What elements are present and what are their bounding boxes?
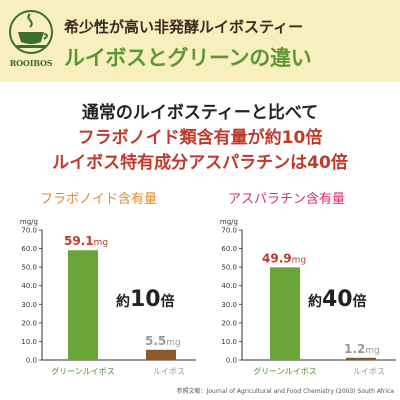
y-tick-label: 70.0 (21, 227, 37, 235)
y-tick-label: 60.0 (221, 245, 237, 253)
teacup-icon (9, 10, 53, 54)
y-tick-label: 30.0 (221, 301, 237, 309)
y-tick-label: 10.0 (21, 338, 37, 346)
y-tick-label: 60.0 (21, 245, 37, 253)
bar-green-rooibos (68, 250, 98, 360)
banner-subtitle: 希少性が高い非発酵ルイボスティー (64, 18, 304, 36)
bar-value-label: 59.1mg (64, 234, 108, 248)
flavonoid-chart-plot: mg/g 0.0 10.0 20.0 30.0 40.0 50.0 60.0 70.0 59.1m… (20, 218, 196, 376)
ratio-annotation: 約10倍 (116, 287, 175, 312)
header-banner: ROOIBOS 希少性が高い非発酵ルイボスティー ルイボスとグリーンの違い (0, 0, 400, 82)
logo-text: ROOIBOS (9, 58, 53, 68)
x-category-label: ルイボス (353, 367, 385, 376)
banner-title: ルイボスとグリーンの違い (64, 46, 312, 70)
ratio-annotation: 約40倍 (308, 287, 367, 312)
y-tick-label: 10.0 (221, 338, 237, 346)
y-axis-label: mg/g (220, 218, 238, 226)
headline-line-2: フラボノイド類含有量が約10倍 (77, 128, 323, 148)
headline-line-1: 通常のルイボスティーと比べて (81, 103, 319, 123)
bar-value-label: 5.5mg (145, 334, 181, 348)
x-category-label: ルイボス (153, 367, 185, 376)
bar-value-label: 49.9mg (262, 251, 306, 265)
aspalathin-chart: アスパラチン含有量 mg/g 0.0 10.0 20.0 30.0 40.0 50.0 60.… (200, 182, 400, 382)
aspalathin-chart-title: アスパラチン含有量 (228, 192, 346, 207)
aspalathin-chart-plot: mg/g 0.0 10.0 20.0 30.0 40.0 50.0 60.0 70.0 49.9m… (220, 218, 396, 376)
x-category-label: グリーンルイボス (253, 366, 317, 376)
bar-rooibos (346, 357, 376, 360)
y-axis-label: mg/g (20, 218, 38, 226)
y-tick-label: 40.0 (21, 282, 37, 290)
y-tick-label: 20.0 (221, 319, 237, 327)
flavonoid-chart-title: フラボノイド含有量 (40, 192, 158, 207)
bar-rooibos (146, 349, 176, 360)
y-tick-label: 0.0 (226, 357, 237, 365)
bar-value-label: 1.2mg (344, 342, 380, 356)
source-citation: 参照文献：Journal of Agricultural and Food Ch… (176, 388, 394, 395)
y-tick-label: 70.0 (221, 227, 237, 235)
y-tick-label: 40.0 (221, 282, 237, 290)
y-tick-label: 0.0 (26, 357, 37, 365)
y-tick-label: 20.0 (21, 319, 37, 327)
y-tick-label: 30.0 (21, 301, 37, 309)
headline-line-3: ルイボス特有成分アスパラチンは40倍 (52, 153, 348, 173)
y-tick-label: 50.0 (221, 264, 237, 272)
y-tick-label: 50.0 (21, 264, 37, 272)
rooibos-logo: ROOIBOS (6, 8, 56, 72)
bar-green-rooibos (270, 267, 300, 360)
x-category-label: グリーンルイボス (51, 366, 115, 376)
flavonoid-chart: フラボノイド含有量 mg/g 0.0 10.0 20.0 30.0 40.0 50.0 60.… (0, 182, 200, 382)
